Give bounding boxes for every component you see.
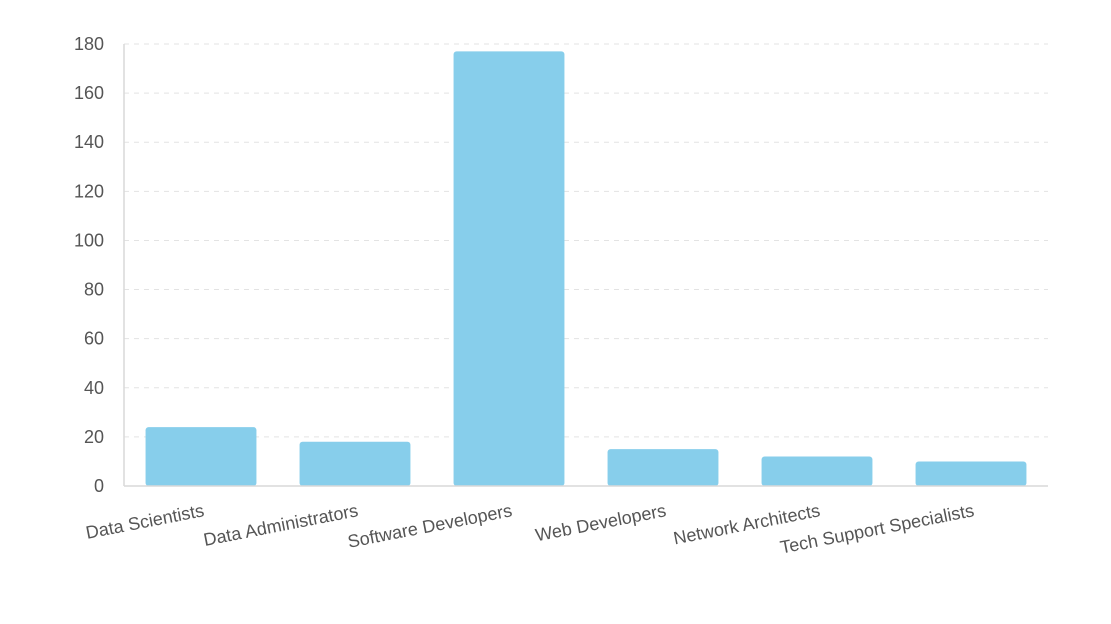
- y-tick-label: 180: [74, 34, 104, 54]
- x-tick-label: Web Developers: [534, 500, 668, 545]
- y-tick-label: 80: [84, 280, 104, 300]
- bar-data-scientists: [145, 427, 257, 486]
- y-tick-label: 0: [94, 476, 104, 496]
- y-tick-label: 100: [74, 230, 104, 250]
- grid-lines: [124, 43, 1048, 438]
- x-tick-label: Data Administrators: [202, 500, 360, 550]
- axes: [123, 44, 1048, 487]
- x-tick-label: Data Scientists: [84, 500, 206, 543]
- bar-tech-support-specialists: [915, 461, 1027, 486]
- bar-web-developers: [607, 449, 719, 486]
- y-tick-label: 140: [74, 132, 104, 152]
- bars: [145, 51, 1027, 486]
- bar-software-developers: [453, 51, 565, 486]
- y-tick-label: 160: [74, 83, 104, 103]
- x-tick-label: Software Developers: [346, 500, 514, 552]
- bar-network-architects: [761, 456, 873, 486]
- y-tick-label: 60: [84, 329, 104, 349]
- bar-data-administrators: [299, 441, 411, 486]
- y-axis-ticks: 0 20 40 60 80 100 120 140 160 180: [74, 34, 104, 496]
- y-tick-label: 40: [84, 378, 104, 398]
- y-tick-label: 120: [74, 181, 104, 201]
- y-tick-label: 20: [84, 427, 104, 447]
